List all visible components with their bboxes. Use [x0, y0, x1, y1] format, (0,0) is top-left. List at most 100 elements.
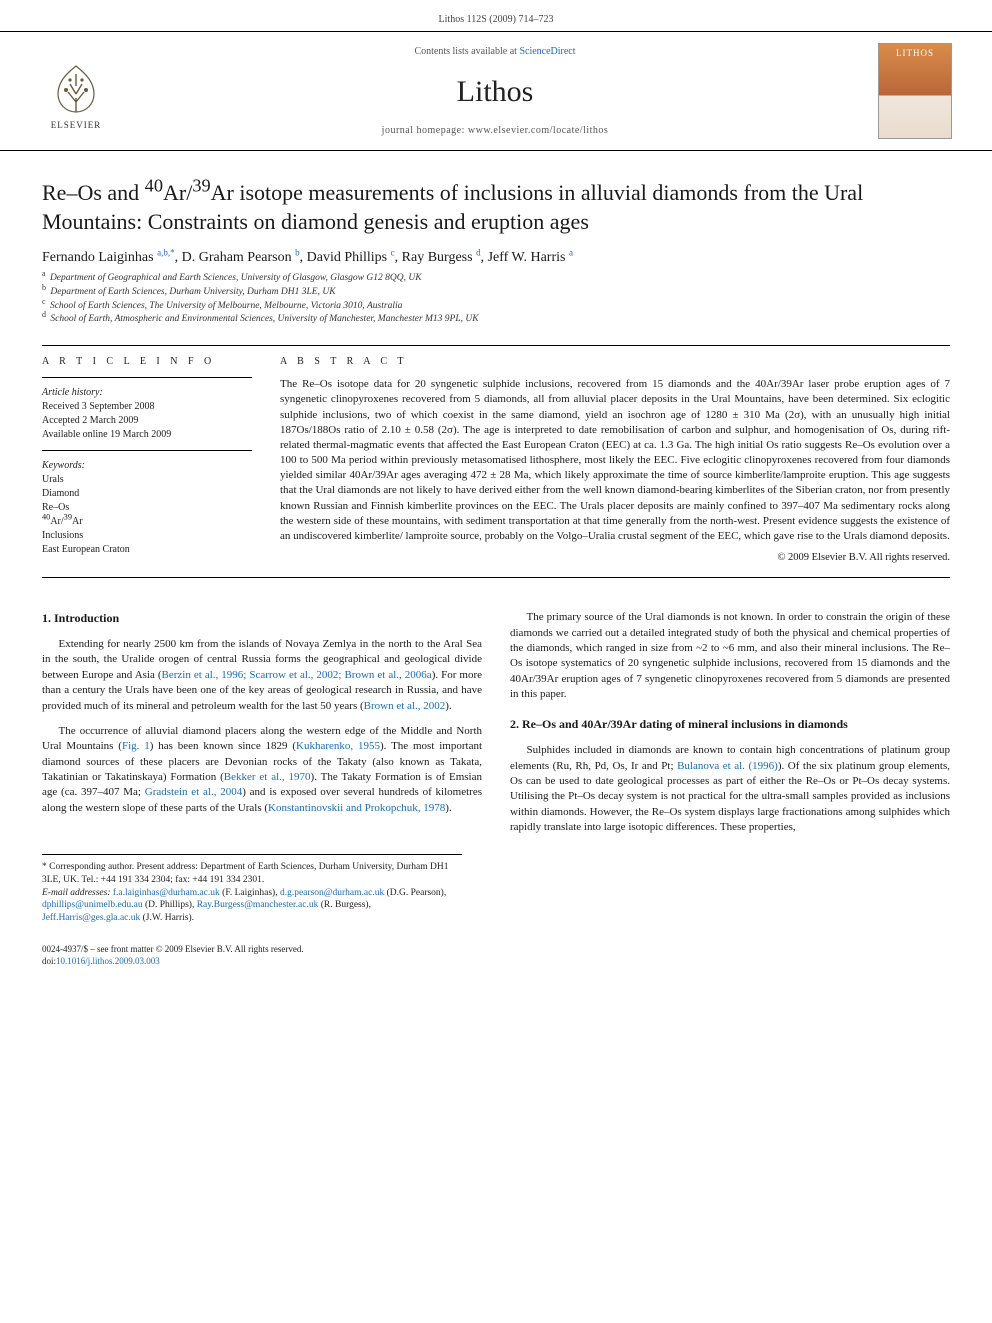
publisher-logo: ELSEVIER	[40, 52, 112, 130]
email-3[interactable]: dphillips@unimelb.edu.au	[42, 900, 143, 910]
title-text-b: Ar/	[163, 180, 192, 205]
section-1-para-2: The occurrence of alluvial diamond place…	[42, 724, 482, 816]
author-1: Fernando Laiginhas a,b,*	[42, 250, 175, 265]
sciencedirect-link[interactable]: ScienceDirect	[519, 46, 575, 57]
info-abstract-row: A R T I C L E I N F O Article history: R…	[42, 356, 950, 563]
title-sup-40: 40	[145, 176, 163, 196]
info-rule-2	[42, 450, 252, 451]
homepage-url: www.elsevier.com/locate/lithos	[468, 125, 608, 136]
doi-block: 0024-4937/$ – see front matter © 2009 El…	[42, 943, 950, 967]
affil-a: a Department of Geographical and Earth S…	[42, 272, 950, 286]
ref-bekker[interactable]: Bekker et al., 1970	[224, 771, 311, 783]
elsevier-tree-icon	[46, 62, 106, 118]
email-1-who: (F. Laiginhas)	[222, 888, 275, 898]
ref-kukharenko[interactable]: Kukharenko, 1955	[296, 740, 380, 752]
affil-a-text: Department of Geographical and Earth Sci…	[50, 273, 422, 283]
s1p1-c: ).	[445, 700, 451, 712]
section-2-head: 2. Re–Os and 40Ar/39Ar dating of mineral…	[510, 716, 950, 733]
history-accepted: Accepted 2 March 2009	[42, 414, 252, 428]
abstract-column: A B S T R A C T The Re–Os isotope data f…	[280, 356, 950, 563]
affil-d-key: d	[42, 310, 46, 319]
affil-b-text: Department of Earth Sciences, Durham Uni…	[50, 287, 335, 297]
contents-prefix: Contents lists available at	[414, 46, 519, 57]
author-2-name: D. Graham Pearson	[182, 250, 292, 265]
keyword-1: Urals	[42, 473, 252, 487]
affil-b-key: b	[42, 283, 46, 292]
masthead-center: Contents lists available at ScienceDirec…	[112, 46, 878, 136]
title-sup-39: 39	[192, 176, 210, 196]
section-2-para-1: Sulphides included in diamonds are known…	[510, 743, 950, 835]
journal-cover-thumb: LITHOS	[878, 43, 952, 139]
keywords-label: Keywords:	[42, 459, 252, 473]
ref-gradstein[interactable]: Gradstein et al., 2004	[145, 786, 242, 798]
doi-prefix: doi:	[42, 956, 56, 966]
keyword-6: East European Craton	[42, 543, 252, 557]
front-matter-line: 0024-4937/$ – see front matter © 2009 El…	[42, 943, 950, 955]
contents-available-line: Contents lists available at ScienceDirec…	[112, 46, 878, 57]
email-4-who: (R. Burgess)	[321, 900, 369, 910]
article-title: Re–Os and 40Ar/39Ar isotope measurements…	[42, 179, 950, 236]
email-1[interactable]: f.a.laiginhas@durham.ac.uk	[113, 888, 220, 898]
section-1-para-3: The primary source of the Ural diamonds …	[510, 610, 950, 702]
corr-star: * Corresponding author.	[42, 862, 136, 872]
email-5-who: (J.W. Harris)	[143, 913, 192, 923]
corresponding-author-footnote: * Corresponding author. Present address:…	[42, 854, 462, 925]
affil-d: d School of Earth, Atmospheric and Envir…	[42, 313, 950, 327]
article-info-head: A R T I C L E I N F O	[42, 356, 252, 367]
affil-d-text: School of Earth, Atmospheric and Environ…	[50, 314, 478, 324]
affil-b: b Department of Earth Sciences, Durham U…	[42, 286, 950, 300]
abstract-copyright: © 2009 Elsevier B.V. All rights reserved…	[280, 552, 950, 563]
publisher-name: ELSEVIER	[51, 120, 102, 130]
author-5-marks: a	[569, 248, 573, 258]
email-2-who: (D.G. Pearson)	[387, 888, 444, 898]
rule-below-abstract	[42, 577, 950, 578]
article-body: 1. Introduction Extending for nearly 250…	[0, 610, 992, 836]
email-2[interactable]: d.g.pearson@durham.ac.uk	[280, 888, 384, 898]
author-5-name: Jeff W. Harris	[488, 250, 566, 265]
section-1-head: 1. Introduction	[42, 610, 482, 627]
ref-berzin[interactable]: Berzin et al., 1996; Scarrow et al., 200…	[162, 669, 432, 681]
keyword-4: 40Ar/39Ar	[42, 515, 252, 529]
ref-fig1[interactable]: Fig. 1	[122, 740, 150, 752]
affiliations: a Department of Geographical and Earth S…	[42, 272, 950, 327]
history-online: Available online 19 March 2009	[42, 428, 252, 442]
keyword-5: Inclusions	[42, 529, 252, 543]
email-4[interactable]: Ray.Burgess@manchester.ac.uk	[197, 900, 319, 910]
masthead: ELSEVIER Contents lists available at Sci…	[0, 31, 992, 151]
ref-konstantinovskii[interactable]: Konstantinovskii and Prokopchuk, 1978	[268, 802, 445, 814]
email-label: E-mail addresses:	[42, 888, 113, 898]
abstract-text: The Re–Os isotope data for 20 syngenetic…	[280, 377, 950, 544]
ref-brown-2002[interactable]: Brown et al., 2002	[364, 700, 446, 712]
affil-c: c School of Earth Sciences, The Universi…	[42, 300, 950, 314]
journal-homepage: journal homepage: www.elsevier.com/locat…	[112, 125, 878, 136]
author-4-marks: d	[476, 248, 481, 258]
keywords-block: Keywords: Urals Diamond Re–Os 40Ar/39Ar …	[42, 459, 252, 557]
doi-line: doi:10.1016/j.lithos.2009.03.003	[42, 955, 950, 967]
email-3-who: (D. Phillips)	[145, 900, 192, 910]
article-info-column: A R T I C L E I N F O Article history: R…	[42, 356, 252, 563]
section-1-para-1: Extending for nearly 2500 km from the is…	[42, 637, 482, 714]
author-3-name: David Phillips	[307, 250, 388, 265]
info-rule-1	[42, 377, 252, 378]
journal-name: Lithos	[112, 75, 878, 109]
running-head: Lithos 112S (2009) 714–723	[0, 0, 992, 31]
email-5[interactable]: Jeff.Harris@ges.gla.ac.uk	[42, 913, 140, 923]
corr-line: * Corresponding author. Present address:…	[42, 861, 462, 887]
rule-above-info	[42, 345, 950, 346]
author-5: Jeff W. Harris a	[488, 250, 573, 265]
article-front: Re–Os and 40Ar/39Ar isotope measurements…	[0, 151, 992, 610]
abstract-head: A B S T R A C T	[280, 356, 950, 367]
author-list: Fernando Laiginhas a,b,*, D. Graham Pear…	[42, 250, 950, 266]
author-3-marks: c	[391, 248, 395, 258]
ref-bulanova[interactable]: Bulanova et al. (1996)	[677, 760, 778, 772]
homepage-label: journal homepage:	[382, 125, 468, 136]
article-history: Article history: Received 3 September 20…	[42, 386, 252, 442]
s1p2-f: ).	[445, 802, 451, 814]
author-1-name: Fernando Laiginhas	[42, 250, 154, 265]
history-label: Article history:	[42, 386, 252, 400]
affil-c-text: School of Earth Sciences, The University…	[50, 301, 402, 311]
history-received: Received 3 September 2008	[42, 400, 252, 414]
author-3: David Phillips c	[307, 250, 395, 265]
doi-link[interactable]: 10.1016/j.lithos.2009.03.003	[56, 956, 160, 966]
affil-c-key: c	[42, 297, 46, 306]
